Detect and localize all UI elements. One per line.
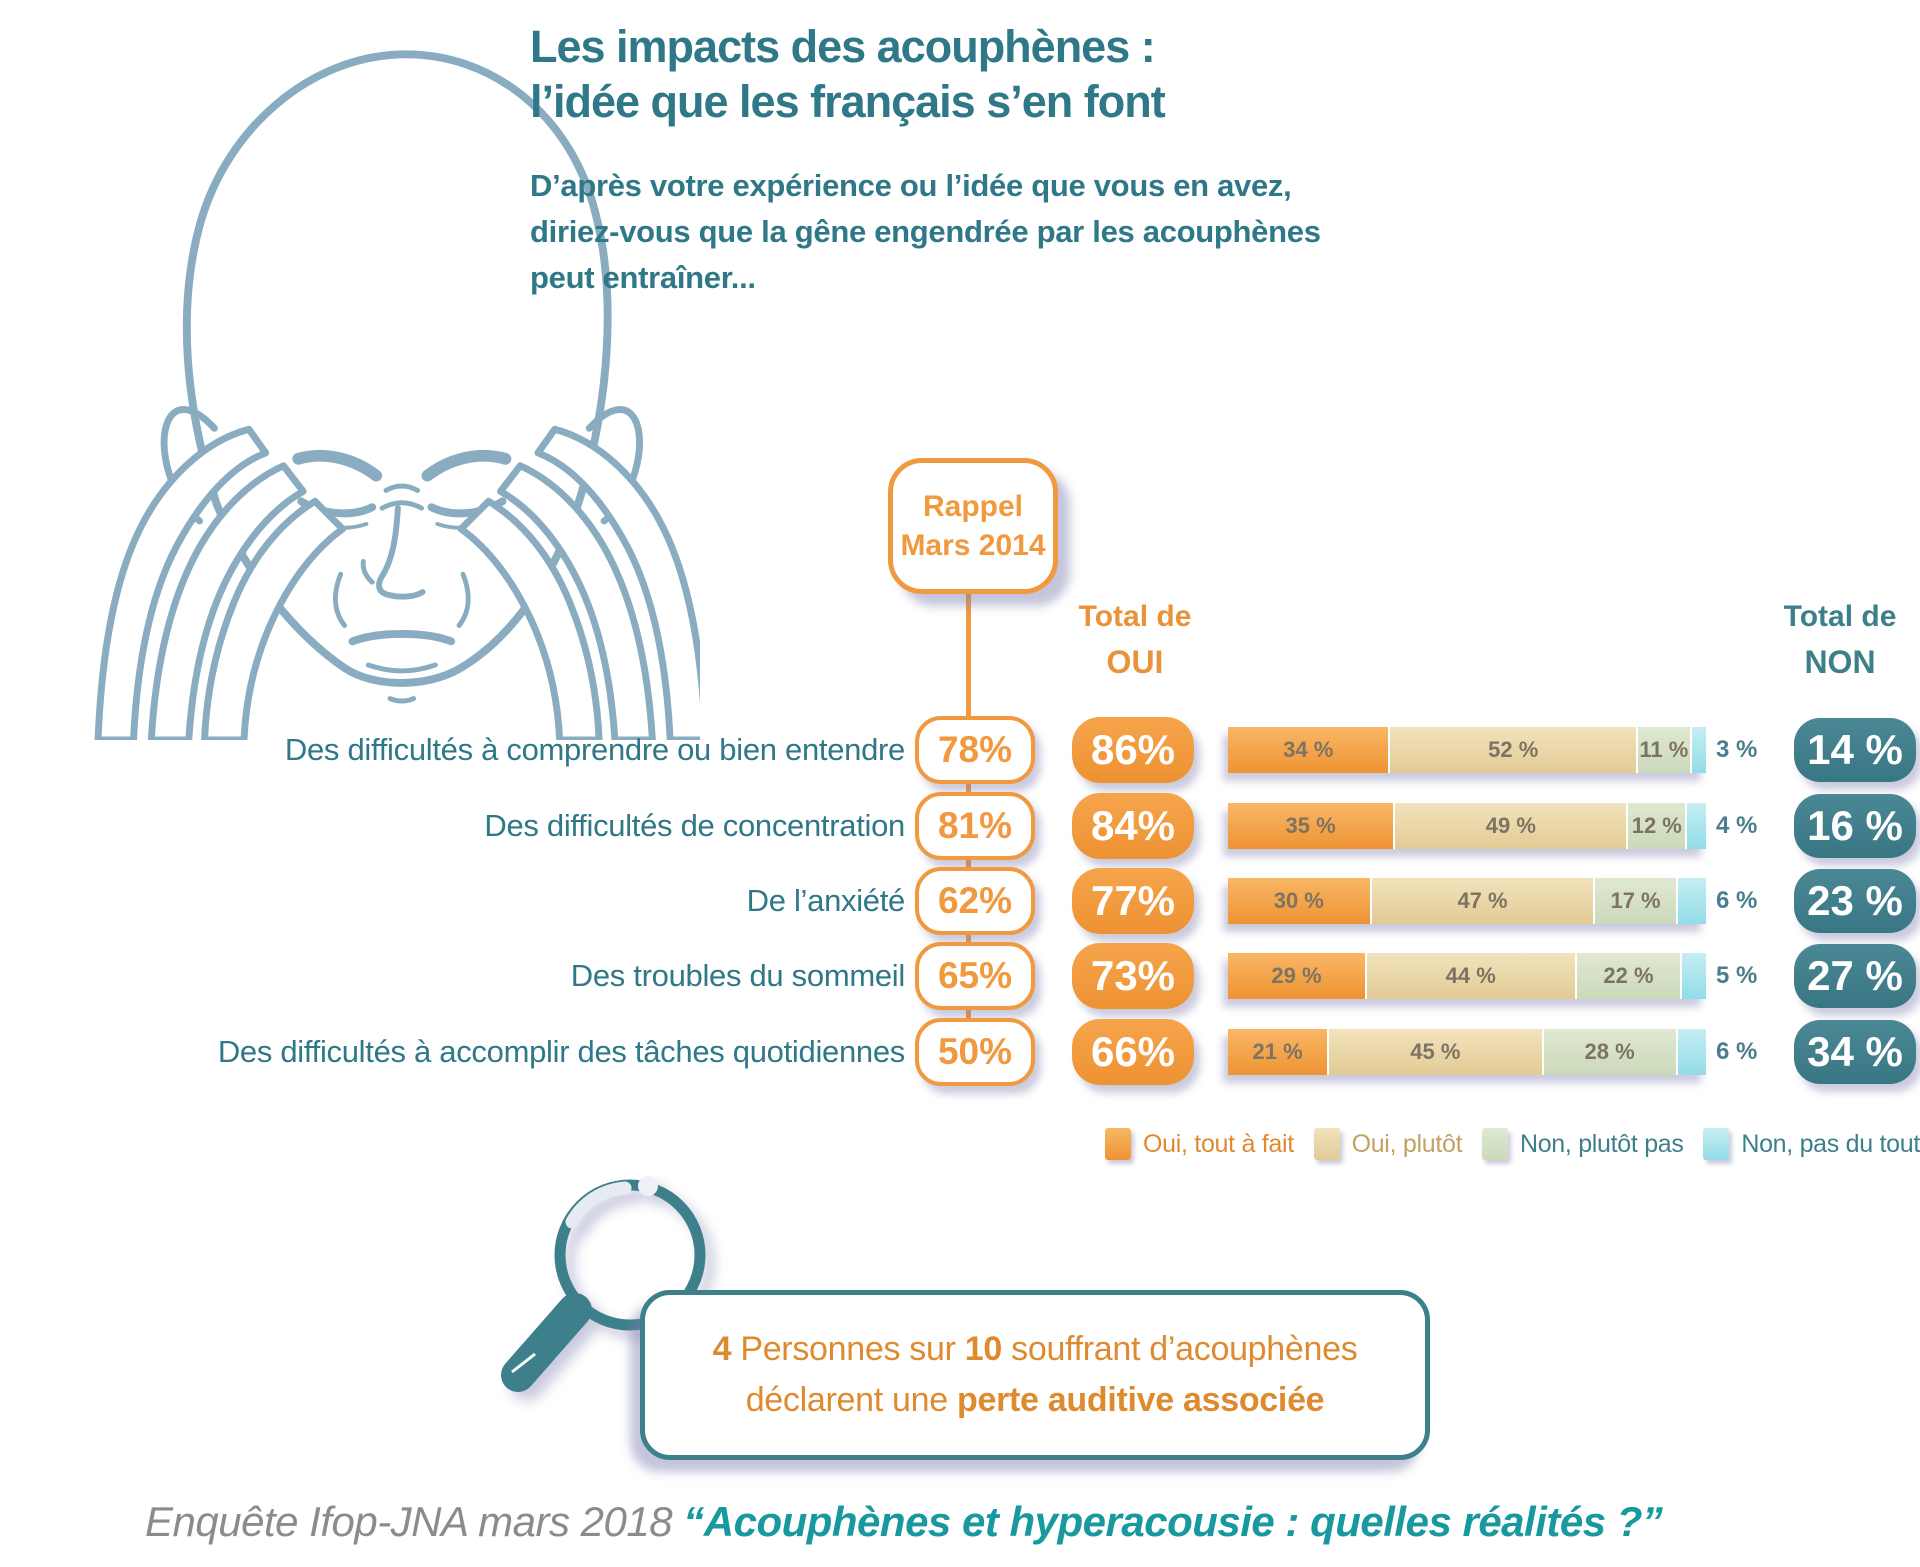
bar-segment-non-plutot-pas: 11 % [1637, 727, 1692, 773]
stacked-bar: 29 % 44 % 22 % [1228, 953, 1706, 999]
row-label: Des difficultés de concentration [484, 808, 905, 843]
chart-row: Des troubles du sommeil 65% 73% 29 % 44 … [0, 938, 1920, 1014]
footer-source: Enquête Ifop-JNA mars 2018 [145, 1498, 684, 1545]
rappel-value-pill: 62% [915, 867, 1035, 935]
stacked-bar: 21 % 45 % 28 % [1228, 1029, 1706, 1075]
legend-swatch-non-pas-du-tout [1703, 1128, 1730, 1160]
rappel-value-pill: 78% [915, 716, 1035, 784]
outside-percent-label: 6 % [1716, 887, 1758, 914]
total-oui-pill: 66% [1072, 1019, 1194, 1085]
legend-swatch-oui-plutot [1313, 1128, 1340, 1160]
row-label: Des difficultés à comprendre ou bien ent… [284, 732, 905, 767]
bar-segment-oui-plutot: 44 % [1366, 953, 1577, 999]
legend-item: Non, plutôt pas [1481, 1128, 1684, 1160]
total-non-pill: 27 % [1794, 944, 1916, 1008]
bar-segment-oui-tout-a-fait: 35 % [1228, 803, 1396, 849]
question-text: D’après votre expérience ou l’idée que v… [530, 168, 1321, 295]
rappel-badge: Rappel Mars 2014 [888, 458, 1058, 594]
total-non-pill: 16 % [1794, 794, 1916, 858]
total-oui-pill: 77% [1072, 868, 1194, 934]
stacked-bar: 34 % 52 % 11 % [1228, 727, 1706, 773]
bar-segment-oui-plutot: 47 % [1371, 878, 1596, 924]
total-non-pill: 14 % [1794, 718, 1916, 782]
chart-row: Des difficultés de concentration 81% 84%… [0, 788, 1920, 864]
outside-percent-label: 3 % [1716, 736, 1758, 763]
bar-segment-non-pas-du-tout [1677, 1029, 1706, 1075]
legend-swatch-non-plutot-pas [1481, 1128, 1508, 1160]
outside-percent-label: 4 % [1716, 812, 1758, 839]
bar-segment-non-plutot-pas: 12 % [1628, 803, 1688, 849]
stacked-bar: 35 % 49 % 12 % [1228, 803, 1706, 849]
legend-item: Oui, plutôt [1313, 1128, 1463, 1160]
bar-segment-oui-plutot: 52 % [1390, 727, 1638, 773]
bar-segment-non-pas-du-tout [1677, 878, 1706, 924]
row-label: De l’anxiété [746, 883, 906, 918]
stacked-bar: 30 % 47 % 17 % [1228, 878, 1706, 924]
bar-segment-non-pas-du-tout [1691, 727, 1706, 773]
footer-quote: “Acouphènes et hyperacousie : quelles ré… [683, 1498, 1663, 1545]
total-oui-pill: 84% [1072, 793, 1194, 859]
page-title: Les impacts des acouphènes : l’idée que … [530, 21, 1166, 127]
total-oui-pill: 86% [1072, 717, 1194, 783]
rappel-value-pill: 65% [915, 942, 1035, 1010]
column-header-total-non: Total de NON [1783, 600, 1897, 680]
bar-segment-non-plutot-pas: 22 % [1576, 953, 1683, 999]
chart-row: Des difficultés à accomplir des tâches q… [0, 1014, 1920, 1090]
magnifier-icon [501, 1176, 706, 1392]
total-oui-pill: 73% [1072, 943, 1194, 1009]
bar-segment-oui-plutot: 49 % [1395, 803, 1629, 849]
headache-person-illustration [94, 50, 700, 740]
bar-segment-non-pas-du-tout [1687, 803, 1706, 849]
callout-box: 4 Personnes sur 10 souffrant d’acouphène… [640, 1290, 1430, 1460]
total-non-pill: 23 % [1794, 869, 1916, 933]
total-non-pill: 34 % [1794, 1020, 1916, 1084]
bar-segment-oui-tout-a-fait: 34 % [1228, 727, 1391, 773]
chart-row: Des difficultés à comprendre ou bien ent… [0, 712, 1920, 788]
legend-item: Non, pas du tout [1703, 1128, 1920, 1160]
rappel-value-pill: 81% [915, 792, 1035, 860]
bar-segment-oui-tout-a-fait: 30 % [1228, 878, 1372, 924]
bar-segment-oui-plutot: 45 % [1329, 1029, 1544, 1075]
legend: Oui, tout à fait Oui, plutôt Non, plutôt… [1105, 1128, 1920, 1160]
callout-line2: déclarent une perte auditive associée [745, 1381, 1325, 1419]
legend-item: Oui, tout à fait [1105, 1128, 1294, 1160]
rappel-value-pill: 50% [915, 1018, 1035, 1086]
bar-segment-non-plutot-pas: 28 % [1543, 1029, 1678, 1075]
row-label: Des troubles du sommeil [570, 958, 906, 993]
chart-row: De l’anxiété 62% 77% 30 % 47 % 17 % 6 % … [0, 863, 1920, 939]
row-label: Des difficultés à accomplir des tâches q… [217, 1034, 905, 1069]
footer: Enquête Ifop-JNA mars 2018 “Acouphènes e… [145, 1498, 1663, 1546]
legend-swatch-oui-tout-a-fait [1105, 1128, 1131, 1160]
callout-line1: 4 Personnes sur 10 souffrant d’acouphène… [712, 1330, 1358, 1368]
bar-segment-oui-tout-a-fait: 29 % [1228, 953, 1367, 999]
bar-segment-non-pas-du-tout [1682, 953, 1706, 999]
outside-percent-label: 6 % [1716, 1038, 1758, 1065]
bar-segment-non-plutot-pas: 17 % [1595, 878, 1678, 924]
column-header-total-oui: Total de OUI [1078, 600, 1192, 680]
bar-segment-oui-tout-a-fait: 21 % [1228, 1029, 1330, 1075]
outside-percent-label: 5 % [1716, 962, 1758, 989]
